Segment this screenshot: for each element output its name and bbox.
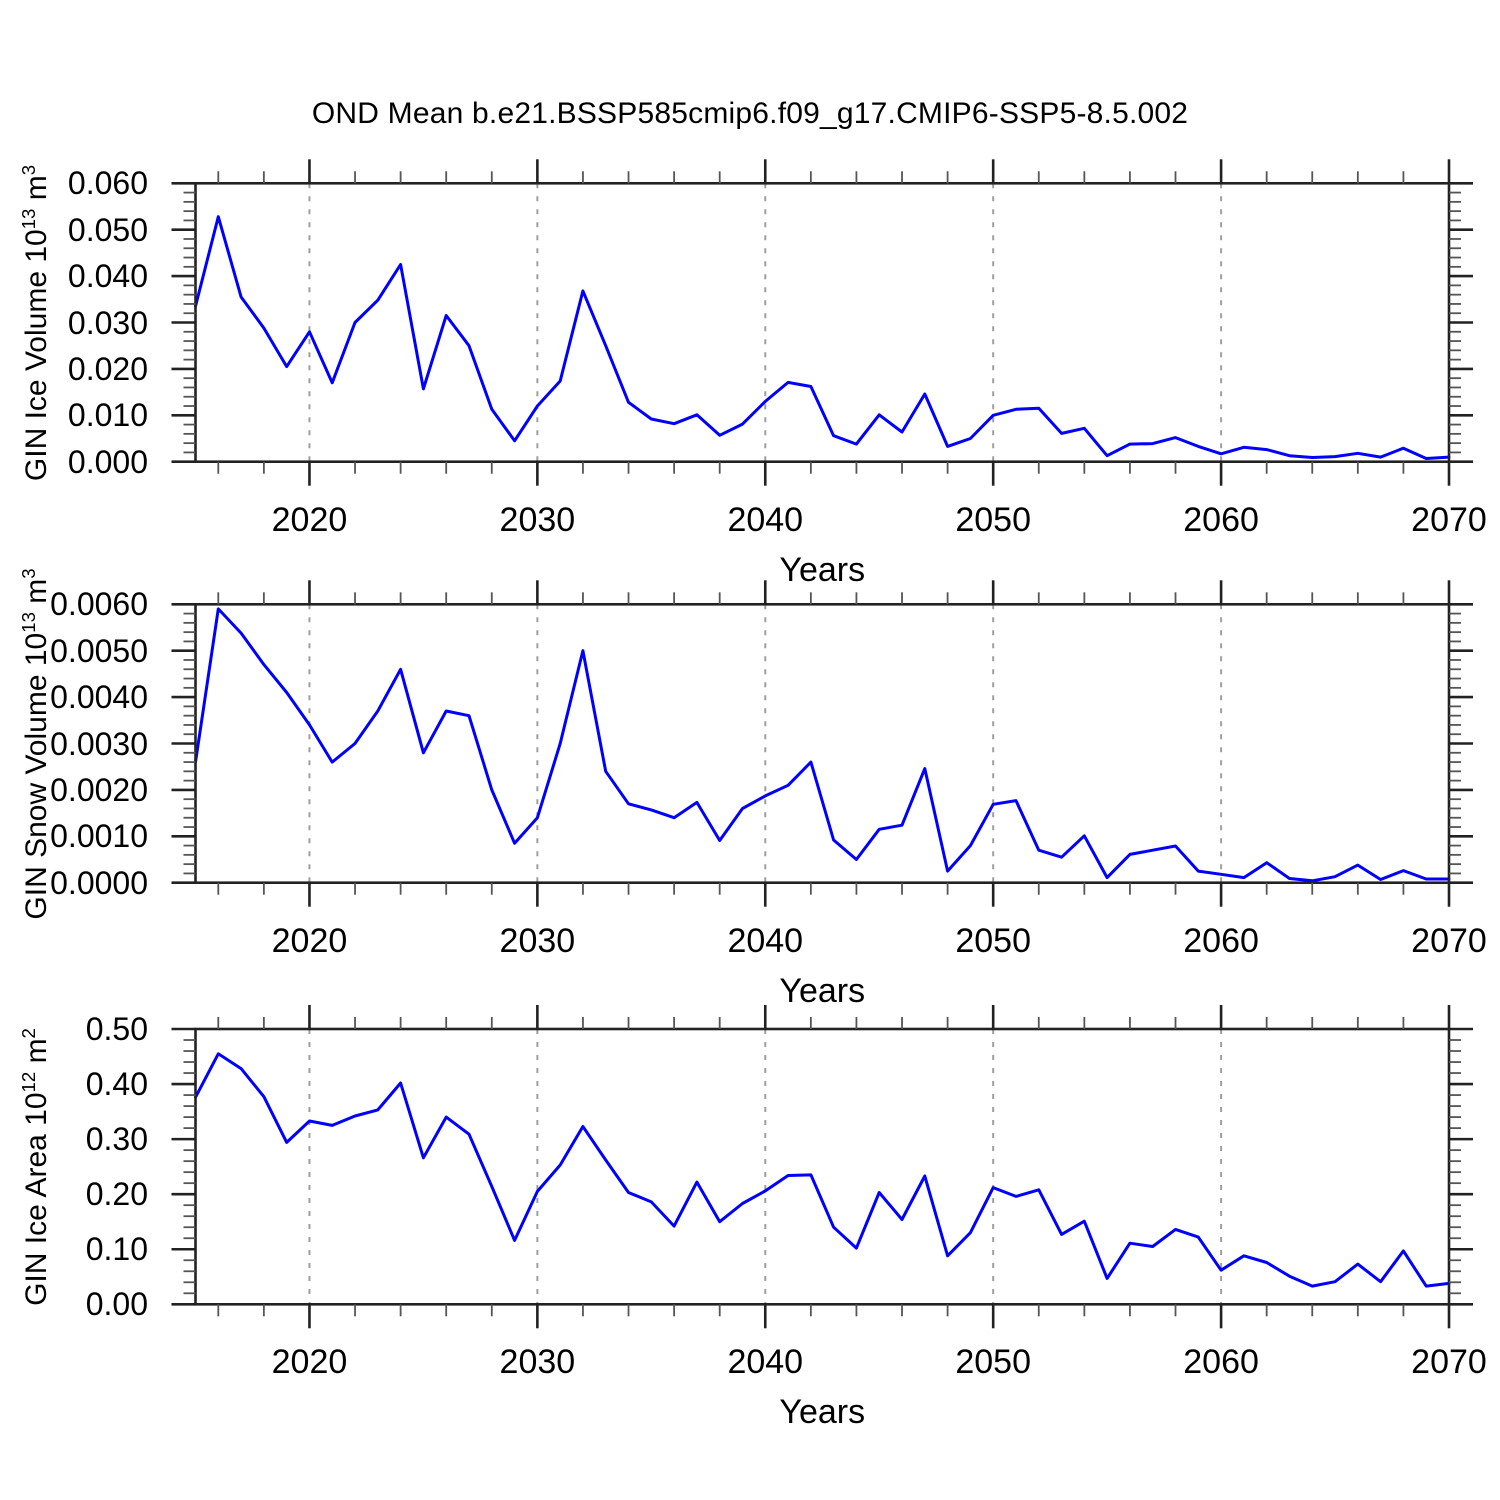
y-tick-label: 0.20 <box>85 1176 148 1213</box>
y-tick-label: 0.040 <box>67 258 148 295</box>
y-tick-label: 0.0040 <box>50 679 148 716</box>
x-tick-label: 2030 <box>499 500 576 539</box>
y-tick-label: 0.00 <box>85 1286 148 1323</box>
y-tick-label: 0.030 <box>67 304 148 341</box>
x-tick-label: 2020 <box>271 1343 348 1382</box>
chart-2-ticks <box>171 580 1473 907</box>
x-tick-label: 2040 <box>727 1343 804 1382</box>
x-tick-label: 2040 <box>727 921 804 960</box>
axis-title-x: Years <box>779 1393 866 1432</box>
chart-1 <box>171 159 1473 486</box>
y-tick-label: 0.020 <box>67 350 148 387</box>
y-tick-label: 0.060 <box>67 165 148 202</box>
x-tick-label: 2050 <box>955 500 1031 539</box>
x-tick-label: 2020 <box>271 921 348 960</box>
x-tick-label: 2050 <box>955 921 1031 960</box>
y-tick-label: 0.050 <box>67 211 148 248</box>
axis-title-x: Years <box>779 550 866 589</box>
chart-1-data-line <box>194 215 1451 460</box>
axis-title-y: GIN Ice Volume 1013 m3 <box>18 164 53 481</box>
x-tick-label: 2050 <box>955 1343 1031 1382</box>
x-tick-label: 2070 <box>1411 1343 1487 1382</box>
y-tick-label: 0.0030 <box>50 725 148 762</box>
x-tick-label: 2060 <box>1183 500 1259 539</box>
x-tick-label: 2030 <box>499 1343 576 1382</box>
chart-2 <box>171 580 1473 907</box>
y-tick-label: 0.0010 <box>50 818 148 855</box>
chart-1-ticks <box>171 159 1473 486</box>
axis-title-y: GIN Ice Area 1012 m2 <box>18 1027 53 1306</box>
y-tick-label: 0.40 <box>85 1066 148 1103</box>
figure-title: OND Mean b.e21.BSSP585cmip6.f09_g17.CMIP… <box>311 97 1189 130</box>
chart-3 <box>171 1005 1473 1329</box>
x-tick-label: 2070 <box>1411 500 1487 539</box>
y-tick-label: 0.0050 <box>50 632 148 669</box>
y-tick-label: 0.0020 <box>50 771 148 808</box>
y-tick-label: 0.50 <box>85 1011 148 1047</box>
y-tick-label: 0.30 <box>85 1121 148 1158</box>
y-tick-label: 0.000 <box>67 443 148 480</box>
x-tick-label: 2040 <box>727 500 804 539</box>
chart-3-data-line <box>194 1052 1451 1288</box>
x-tick-label: 2030 <box>499 921 576 960</box>
chart-2-data-line <box>194 607 1451 883</box>
y-tick-label: 0.0060 <box>50 586 148 623</box>
y-tick-label: 0.0000 <box>50 864 148 901</box>
x-tick-label: 2020 <box>271 500 348 539</box>
y-tick-label: 0.010 <box>67 397 148 434</box>
chart-3-frame <box>194 1027 1451 1306</box>
axis-title-y: GIN Snow Volume 1013 m3 <box>18 567 53 920</box>
y-tick-label: 0.10 <box>85 1231 148 1268</box>
x-tick-label: 2070 <box>1411 921 1487 960</box>
axis-title-x: Years <box>779 971 866 1010</box>
x-tick-label: 2060 <box>1183 1343 1259 1382</box>
chart-3-ticks <box>171 1005 1473 1329</box>
x-tick-label: 2060 <box>1183 921 1259 960</box>
